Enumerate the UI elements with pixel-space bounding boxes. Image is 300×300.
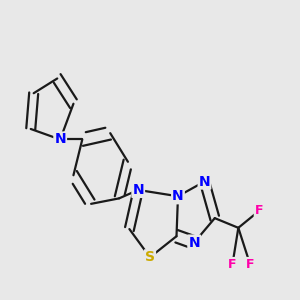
Text: N: N xyxy=(54,133,66,146)
Text: F: F xyxy=(246,258,254,271)
Text: F: F xyxy=(255,205,263,218)
Text: S: S xyxy=(145,250,155,264)
Text: N: N xyxy=(199,175,210,188)
Text: N: N xyxy=(188,236,200,250)
Text: N: N xyxy=(132,183,144,197)
Text: N: N xyxy=(172,189,184,203)
Text: F: F xyxy=(228,258,237,271)
